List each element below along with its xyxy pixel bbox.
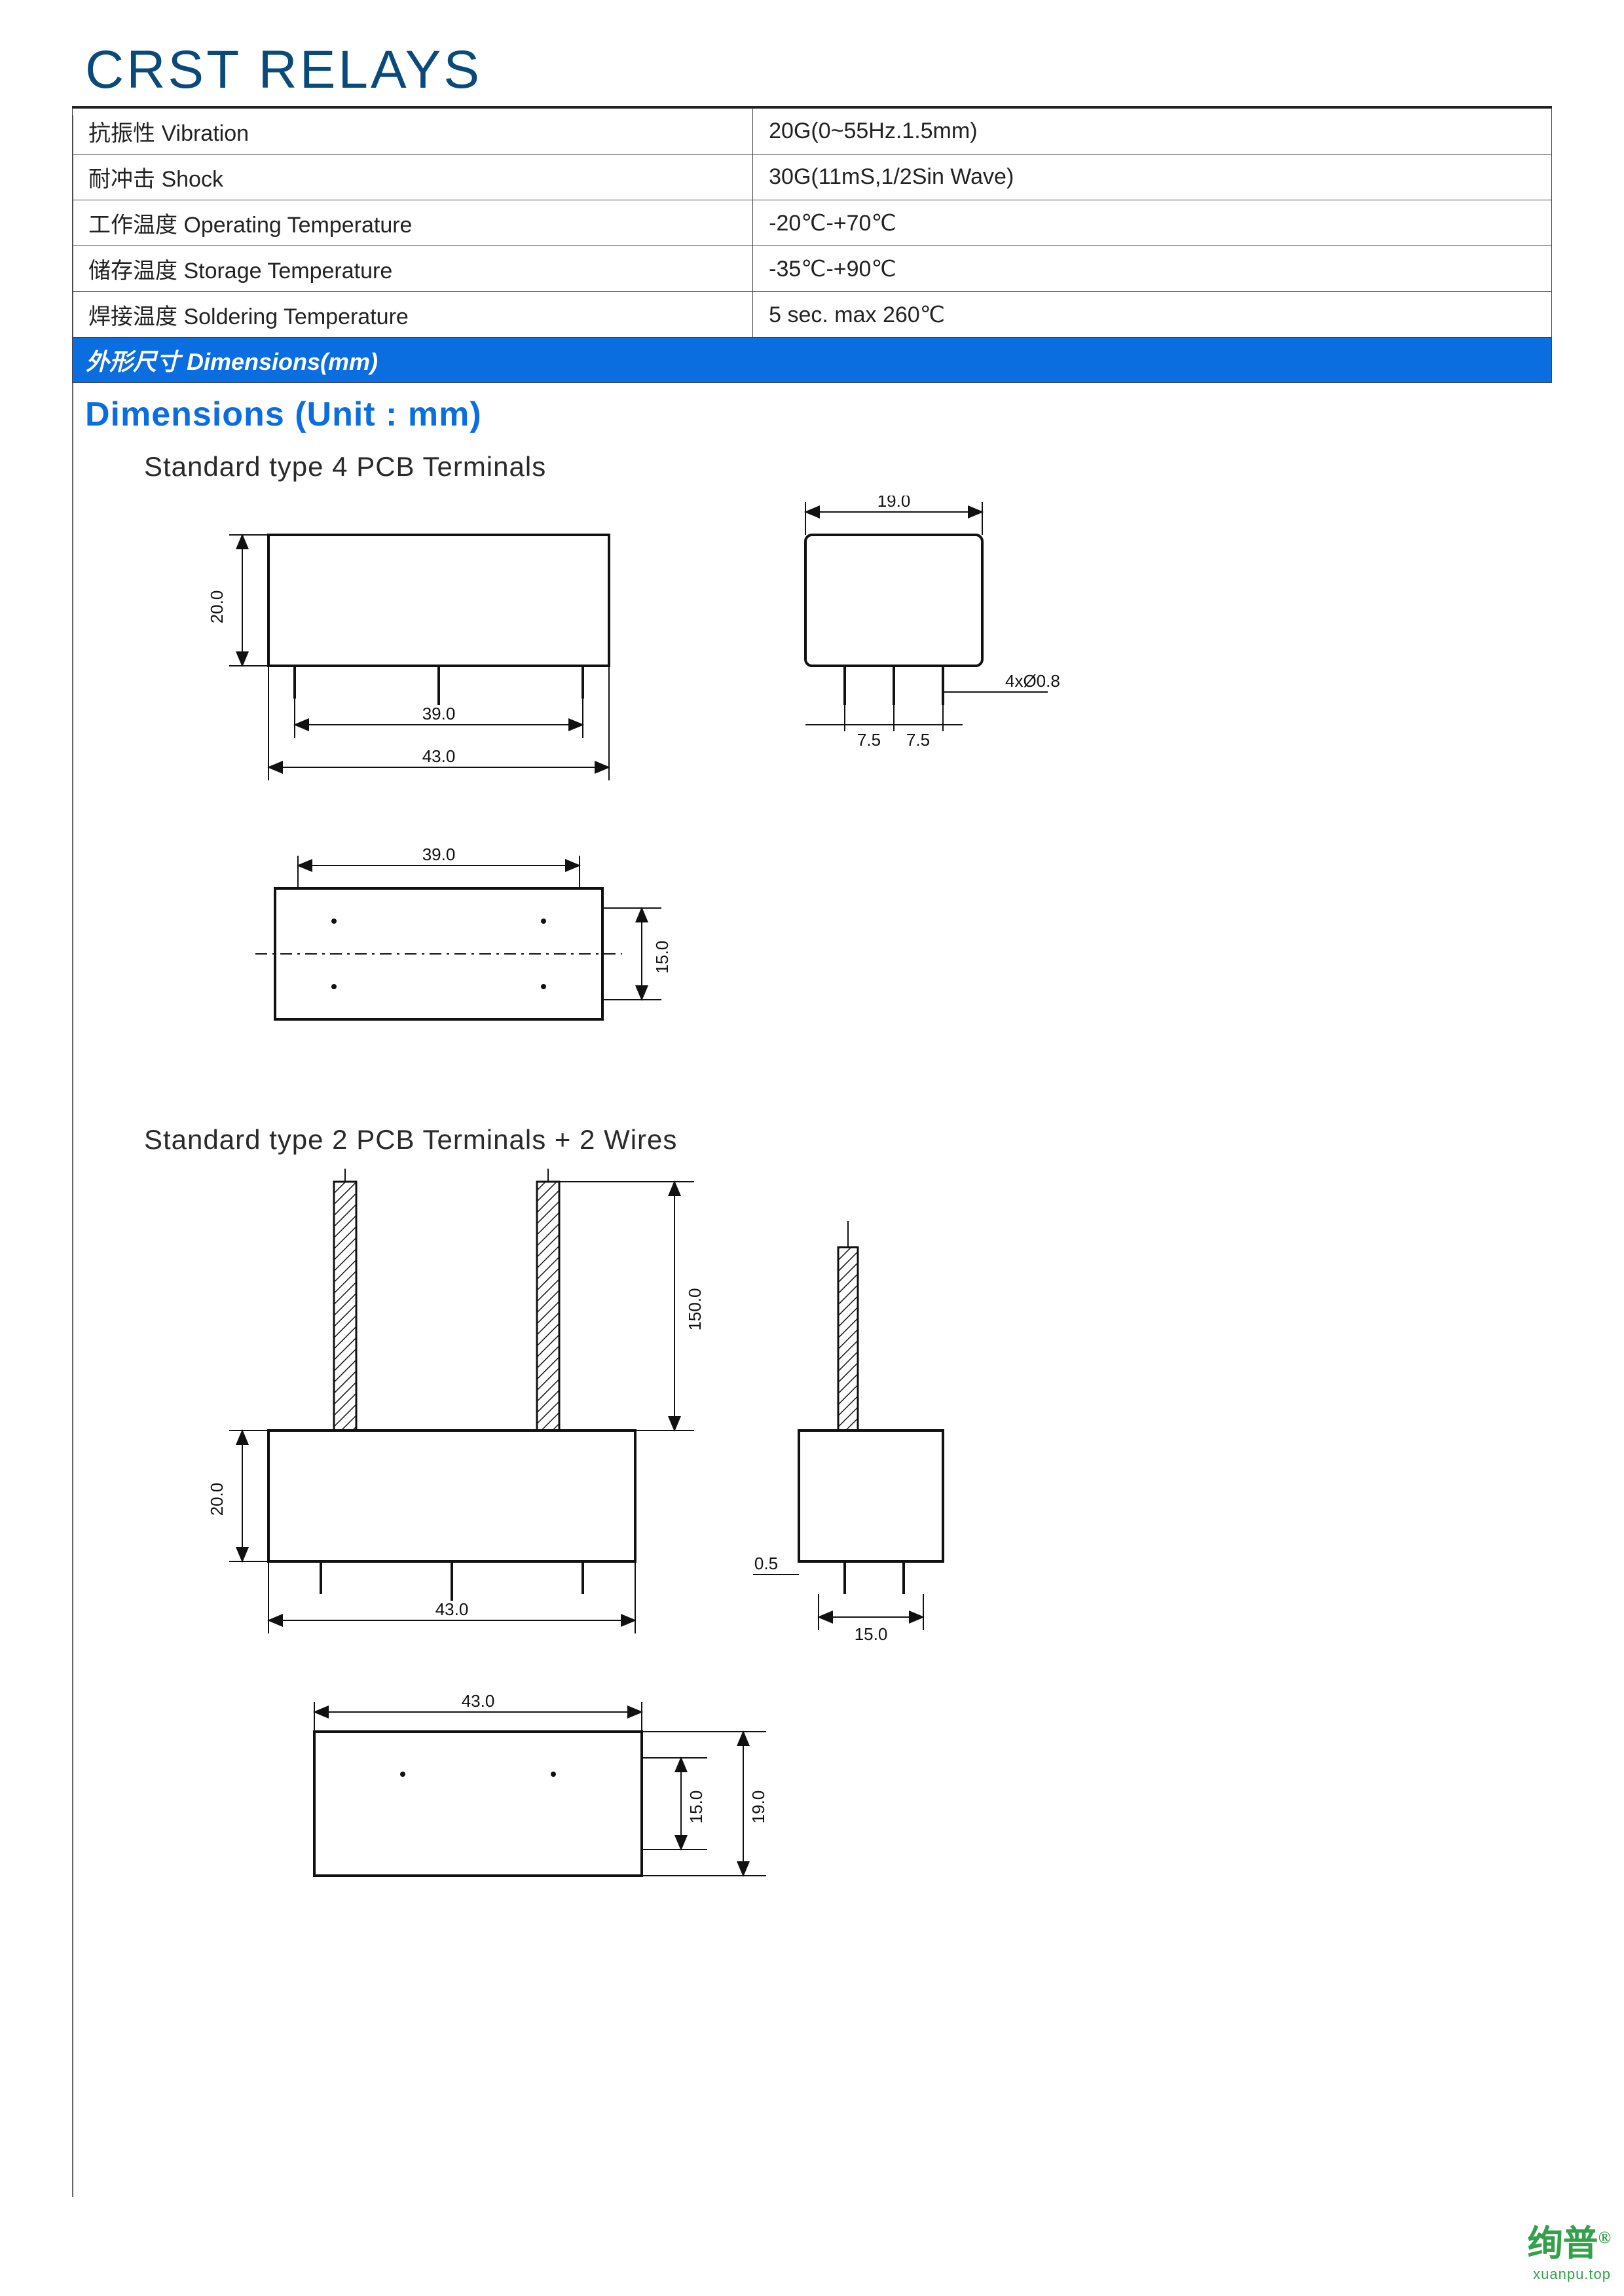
spec-value: -20℃-+70℃ (753, 200, 1552, 246)
dim-top-39: 39.0 (422, 845, 456, 864)
dim2-20: 20.0 (207, 1483, 227, 1516)
dim-paren-close: ) (470, 395, 481, 433)
dim-heading-main: Dimensions (85, 395, 295, 433)
dimensions-heading: Dimensions (Unit : mm) (72, 383, 1552, 441)
dim-19: 19.0 (877, 496, 911, 511)
dim-7-5b: 7.5 (906, 730, 930, 750)
spec-value: 5 sec. max 260℃ (753, 292, 1552, 338)
spec-table: 抗振性 Vibration 20G(0~55Hz.1.5mm) 耐冲击 Shoc… (72, 108, 1552, 338)
table-row: 工作温度 Operating Temperature -20℃-+70℃ (73, 200, 1552, 246)
type4-drawings: 20.0 39.0 43.0 (72, 496, 1552, 1085)
dim-mm: mm (408, 395, 470, 433)
dim-colon: : (376, 395, 408, 433)
type2w-drawings: 20.0 150.0 43.0 0.5 (72, 1169, 1552, 1941)
dim2-15: 15.0 (855, 1624, 888, 1644)
footer-brand: 绚普® xuanpu.top (1528, 2214, 1611, 2283)
footer-cn-text: 绚普 (1528, 2224, 1598, 2263)
dim3-15: 15.0 (686, 1791, 706, 1824)
dim-20: 20.0 (207, 591, 227, 624)
table-row: 储存温度 Storage Temperature -35℃-+90℃ (73, 246, 1552, 292)
table-row: 耐冲击 Shock 30G(11mS,1/2Sin Wave) (73, 155, 1552, 200)
spec-label: 抗振性 Vibration (73, 109, 753, 155)
footer-brand-cn: 绚普® (1528, 2214, 1611, 2266)
dim-15: 15.0 (652, 941, 672, 974)
spec-label: 耐冲击 Shock (73, 155, 753, 200)
type2w-title: Standard type 2 PCB Terminals + 2 Wires (72, 1124, 1552, 1156)
dim3-19: 19.0 (748, 1791, 768, 1824)
dim-39: 39.0 (422, 704, 456, 723)
spec-value: -35℃-+90℃ (753, 246, 1552, 292)
page-content: CRST RELAYS 抗振性 Vibration 20G(0~55Hz.1.5… (72, 39, 1552, 1941)
spec-value: 30G(11mS,1/2Sin Wave) (753, 155, 1552, 200)
spec-label: 焊接温度 Soldering Temperature (73, 292, 753, 338)
dim-unit-word: Unit (307, 395, 376, 433)
dim-0-5: 0.5 (754, 1554, 778, 1573)
spec-label: 工作温度 Operating Temperature (73, 200, 753, 246)
dim-7-5a: 7.5 (857, 730, 881, 750)
dim-pin-dia: 4xØ0.8 (1005, 671, 1060, 691)
spec-label: 储存温度 Storage Temperature (73, 246, 753, 292)
dim-43: 43.0 (422, 746, 456, 766)
dim-150: 150.0 (685, 1288, 705, 1330)
type4-svg: 20.0 39.0 43.0 (144, 496, 1192, 1085)
table-row: 抗振性 Vibration 20G(0~55Hz.1.5mm) (73, 109, 1552, 155)
type2w-svg: 20.0 150.0 43.0 0.5 (144, 1169, 1192, 1941)
type4-title: Standard type 4 PCB Terminals (72, 451, 1552, 483)
dim-paren-open: ( (295, 395, 306, 433)
brand-title: CRST RELAYS (72, 39, 1552, 106)
footer-url: xuanpu.top (1528, 2266, 1611, 2283)
section-bar-dimensions: 外形尺寸 Dimensions(mm) (72, 338, 1552, 383)
table-row: 焊接温度 Soldering Temperature 5 sec. max 26… (73, 292, 1552, 338)
dim3-43: 43.0 (462, 1691, 495, 1711)
dim2-43: 43.0 (435, 1599, 469, 1619)
registered-icon: ® (1598, 2228, 1611, 2247)
spec-value: 20G(0~55Hz.1.5mm) (753, 109, 1552, 155)
